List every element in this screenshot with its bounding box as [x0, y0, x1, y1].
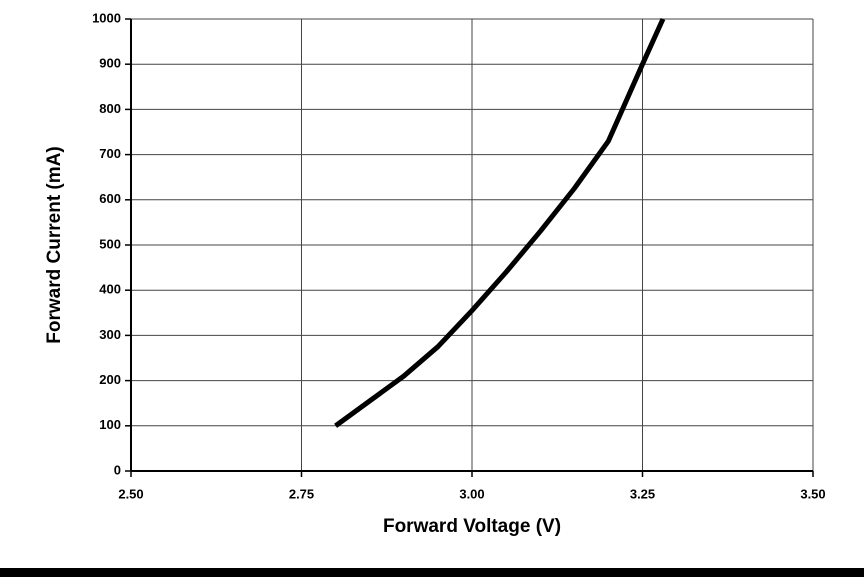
y-tick-label: 300	[99, 327, 121, 342]
x-tick-label: 3.50	[800, 486, 825, 501]
y-tick-label: 900	[99, 56, 121, 71]
y-tick-label: 500	[99, 236, 121, 251]
y-tick-label: 800	[99, 101, 121, 116]
y-tick-label: 700	[99, 146, 121, 161]
grid: 0 100 200 300 400 500 600 700 800 900 1000 2.50 2.75…	[92, 10, 826, 501]
plot	[334, 17, 666, 428]
y-tick-label: 1000	[92, 10, 121, 25]
y-tick-label: 200	[99, 372, 121, 387]
y-axis-title: Forward Current (mA)	[44, 146, 65, 343]
x-tick-label: 2.75	[289, 486, 314, 501]
y-tick-label: 600	[99, 191, 121, 206]
data-line	[334, 17, 666, 428]
y-tick-label: 400	[99, 282, 121, 297]
x-tick-label: 3.00	[459, 486, 484, 501]
bottom-band	[0, 568, 864, 577]
x-axis-title: Forward Voltage (V)	[383, 516, 561, 537]
x-tick-label: 3.25	[630, 486, 655, 501]
y-tick-label: 0	[114, 462, 121, 477]
y-tick-label: 100	[99, 417, 121, 432]
x-tick-label: 2.50	[118, 486, 143, 501]
